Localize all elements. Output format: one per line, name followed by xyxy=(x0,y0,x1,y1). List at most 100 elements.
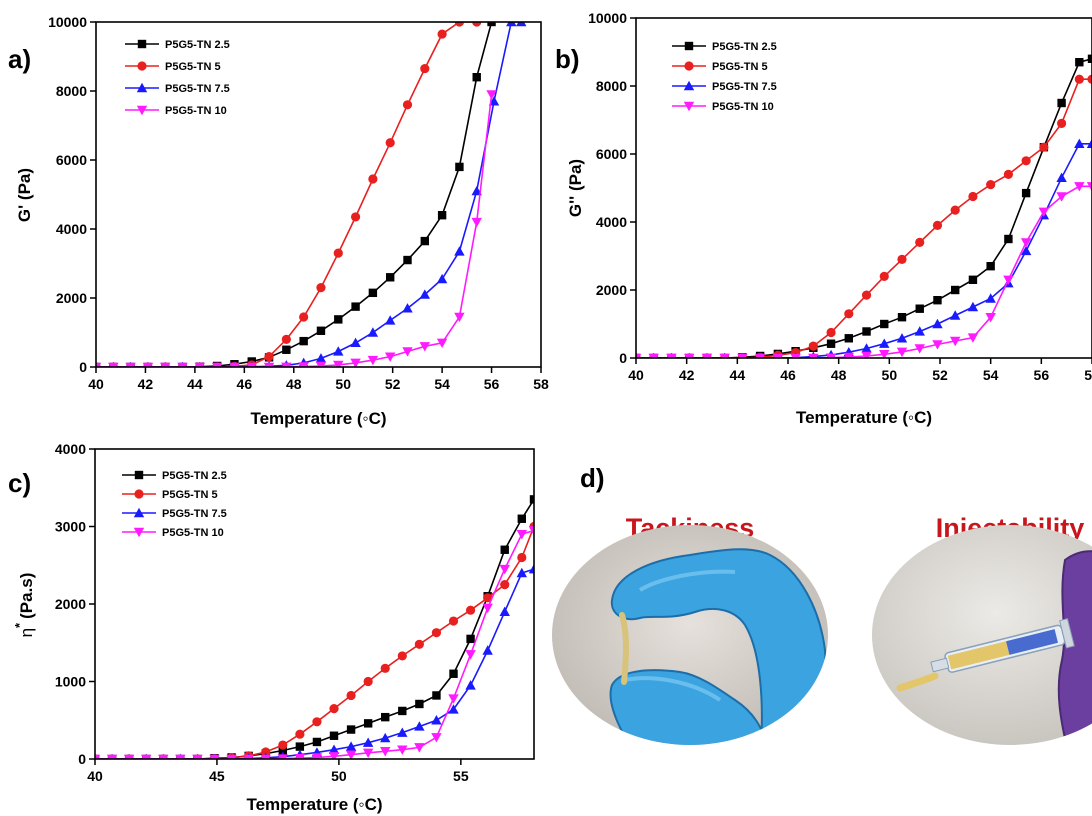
panel-c-series-2-point xyxy=(414,721,425,731)
panel-a-legend-label-2: P5G5-TN 7.5 xyxy=(165,83,230,95)
injectability-photo xyxy=(872,525,1092,745)
panel-b-series-2-point xyxy=(879,338,890,348)
panel-a-series-0-point xyxy=(334,315,343,324)
panel-b-x-tick-label: 46 xyxy=(780,367,796,383)
panel-c-series-1-point xyxy=(431,628,442,638)
panel-c-legend: P5G5-TN 2.5 P5G5-TN 5 P5G5-TN 7.5 P5G5-TN 1… xyxy=(122,470,227,539)
panel-a-series-3-point xyxy=(211,362,223,367)
panel-b-legend-marker-2 xyxy=(683,80,695,91)
panel-a-series-1-point xyxy=(350,212,361,222)
panel-a-series-3-point xyxy=(436,338,448,349)
panel-b-series-3-point xyxy=(648,353,659,358)
panel-c-series-3-point xyxy=(465,650,476,660)
panel-a-label: a) xyxy=(8,44,31,74)
panel-b-x-axis-title: Temperature (◦C) xyxy=(796,408,932,427)
panel-b-series-3-point xyxy=(1020,238,1032,248)
panel-b-legend-marker-3 xyxy=(683,101,695,112)
panel-a-series-3-point xyxy=(263,362,275,367)
panel-c-axes-frame xyxy=(94,448,535,760)
panel-b-series-1-point xyxy=(879,271,889,281)
panel-b-legend-label-1: P5G5-TN 5 xyxy=(712,61,768,73)
panel-a-series-2-point xyxy=(367,327,379,337)
panel-c-series-2-point xyxy=(397,727,408,737)
panel-c-x-axis-title: Temperature (◦C) xyxy=(246,795,382,814)
panel-b-series-2-point xyxy=(1086,138,1092,148)
panel-a-y-tick-label: 8000 xyxy=(56,83,87,99)
panel-b-chart: b) 40 42 44 46 48 50 52 54 56 58 0 2000 4000 6000 8000… xyxy=(555,10,1092,427)
panel-c-series-2-point xyxy=(465,680,476,690)
panel-a-series-0-point xyxy=(299,336,308,346)
panel-b-series-3-point xyxy=(772,353,784,358)
panel-b-legend-label-3: P5G5-TN 10 xyxy=(712,101,774,113)
panel-c-series-0-point xyxy=(398,706,407,716)
panel-c-legend-label-3: P5G5-TN 10 xyxy=(162,527,224,539)
panel-a-series-2-point xyxy=(384,315,396,325)
panel-a-series-3-point xyxy=(246,362,257,367)
panel-b-series-3-point xyxy=(1003,275,1014,285)
panel-c-y-tick-label: 2000 xyxy=(55,596,86,612)
panel-b-series-3-point xyxy=(684,353,695,358)
panel-a-legend-label-3: P5G5-TN 10 xyxy=(165,105,227,117)
panel-a-y-tick-label: 6000 xyxy=(56,152,87,168)
panel-b-legend-marker-0 xyxy=(684,41,694,51)
panel-a-series-3-point xyxy=(125,362,136,367)
panel-b-x-tick-label: 44 xyxy=(730,367,746,383)
panel-a-series-3-point xyxy=(454,312,465,323)
panel-c-x-tick-label: 50 xyxy=(331,768,347,784)
panel-c-series-3-point xyxy=(294,754,306,759)
panel-b-series-3-point xyxy=(985,313,996,323)
panel-b-series-0-point xyxy=(933,296,942,305)
panel-b-series-0-point xyxy=(1004,234,1013,244)
tackiness-photo xyxy=(552,525,828,745)
panel-c-legend-label-2: P5G5-TN 7.5 xyxy=(162,508,227,520)
panel-b-series-3-point xyxy=(896,347,908,358)
panel-b-series-2-point xyxy=(950,310,961,320)
panel-a-series-2-point xyxy=(350,337,361,348)
panel-b-series-3-point xyxy=(967,333,979,343)
panel-b-series-1-point xyxy=(826,327,836,338)
panel-b-series-0-point xyxy=(1075,58,1084,67)
panel-b-series-3-point xyxy=(808,353,819,358)
panel-c-series xyxy=(95,495,534,759)
panel-c-series-1-point xyxy=(363,676,373,687)
panel-c-series-3-point xyxy=(431,733,442,743)
panel-c-series-1-point xyxy=(261,747,271,757)
panel-b-series-3-point xyxy=(1074,182,1085,192)
panel-b-series-0-point xyxy=(897,313,907,322)
panel-c-series-1-point xyxy=(483,593,493,603)
panel-b-x-tick-label: 52 xyxy=(932,367,948,383)
panel-a-series-1-point xyxy=(368,174,378,184)
panel-a-series-3-point xyxy=(96,362,102,367)
panel-c-legend-label-0: P5G5-TN 2.5 xyxy=(162,470,227,482)
panel-b-series-3-point xyxy=(1056,192,1067,202)
panel-c-series-2-point xyxy=(345,741,357,751)
panel-c-y-axis-title: η* (Pa.s) xyxy=(12,573,36,638)
panel-a-series-line-2 xyxy=(96,22,522,367)
panel-b-series-1-point xyxy=(1087,74,1092,84)
panel-c-series-2-point xyxy=(380,732,391,743)
panel-a-series xyxy=(96,22,527,367)
panel-a-series-3-point xyxy=(108,362,119,367)
panel-a-x-tick-label: 40 xyxy=(88,376,104,392)
panel-a-series-1-point xyxy=(333,248,343,258)
panel-a-x-axis-title: Temperature (◦C) xyxy=(250,409,386,428)
panel-a-x-tick-label: 42 xyxy=(138,376,154,392)
panel-a-x-tick-label: 50 xyxy=(335,376,351,392)
panel-a-series-1-point xyxy=(420,63,430,74)
panel-b-series-3-point xyxy=(843,352,854,358)
y-axis-symbol: η xyxy=(17,628,36,637)
panel-b-series-3-point xyxy=(636,353,642,358)
panel-c-series-0-point xyxy=(295,742,305,751)
panel-c-series-3-point xyxy=(277,754,288,759)
panel-a-series-1-point xyxy=(316,283,326,293)
panel-c-series-3-point xyxy=(123,754,135,759)
panel-a-series-0-point xyxy=(437,211,447,220)
panel-b-x-tick-label: 56 xyxy=(1034,367,1050,383)
panel-c-series-1-point xyxy=(312,717,322,727)
panel-c-y-tick-label: 0 xyxy=(78,751,86,767)
panel-b-series-0-point xyxy=(968,275,978,284)
panel-c-series-3-point xyxy=(226,754,237,759)
y-axis-superscript: * xyxy=(12,622,27,628)
panel-b-series-1-point xyxy=(1021,156,1031,166)
